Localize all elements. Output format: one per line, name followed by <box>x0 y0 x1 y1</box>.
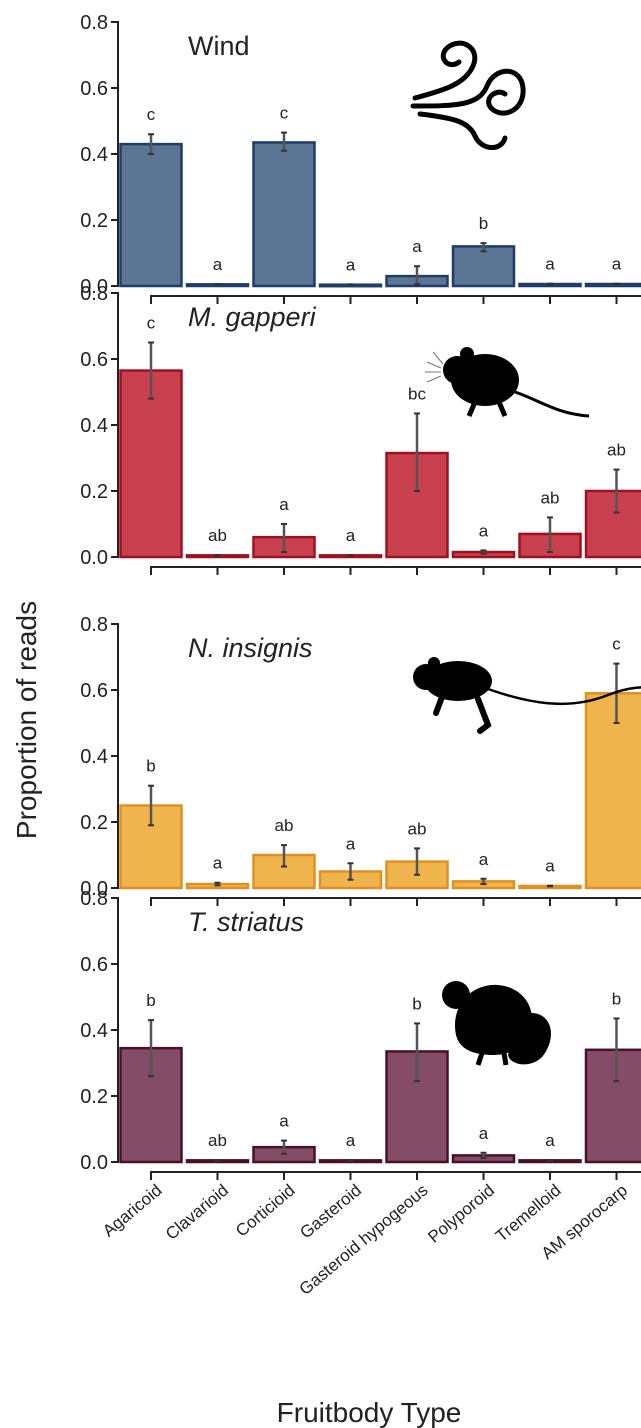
chart-panel: 0.0 0.2 0.4 0.6 0.8 c a c a a b a a Wind <box>80 12 641 304</box>
significance-letter: a <box>545 255 555 274</box>
y-axis-title: Proportion of reads <box>11 601 42 839</box>
y-tick-label: 0.6 <box>80 349 108 371</box>
significance-letter: a <box>545 1131 555 1150</box>
y-tick-label: 0.0 <box>80 276 108 298</box>
significance-letter: ab <box>208 1131 227 1150</box>
bar <box>252 141 316 288</box>
x-category-label: Agaricoid <box>99 1181 166 1241</box>
x-category-label: Corticioid <box>232 1181 298 1241</box>
significance-letter: a <box>479 1124 489 1143</box>
y-tick-label: 0.2 <box>80 481 108 503</box>
bar <box>119 142 183 288</box>
y-tick-label: 0.8 <box>80 283 108 305</box>
significance-letter: a <box>346 834 356 853</box>
y-tick-label: 0.6 <box>80 680 108 702</box>
significance-letter: a <box>479 521 489 540</box>
bar <box>584 489 641 559</box>
significance-letter: a <box>279 495 289 514</box>
significance-letter: ab <box>541 488 560 507</box>
bar <box>584 1048 641 1164</box>
x-axis-title: Fruitbody Type <box>277 1397 462 1428</box>
y-tick-label: 0.4 <box>80 1020 108 1042</box>
panel-title: M. gapperi <box>188 302 317 332</box>
significance-letter: a <box>213 854 223 873</box>
significance-letter: ab <box>208 526 227 545</box>
significance-letter: c <box>280 104 289 123</box>
significance-letter: b <box>612 989 621 1008</box>
y-tick-label: 0.2 <box>80 1086 108 1108</box>
y-tick-label: 0.4 <box>80 415 108 437</box>
y-tick-label: 0.2 <box>80 812 108 834</box>
panel-title: Wind <box>188 31 250 61</box>
significance-letter: b <box>146 991 155 1010</box>
significance-letter: ab <box>275 816 294 835</box>
y-tick-label: 0.0 <box>80 878 108 900</box>
significance-letter: a <box>213 255 223 274</box>
significance-letter: b <box>146 757 155 776</box>
x-category-label: Gasteroid hypogeous <box>296 1181 432 1299</box>
significance-letter: c <box>612 635 621 654</box>
significance-letter: a <box>346 1131 356 1150</box>
bar <box>119 369 183 559</box>
significance-letter: c <box>147 314 156 333</box>
panel-title: T. striatus <box>188 907 304 937</box>
chipmunk-icon <box>442 981 551 1066</box>
significance-letter: a <box>612 255 622 274</box>
bar <box>451 245 516 288</box>
significance-letter: ab <box>607 441 626 460</box>
y-tick-label: 0.2 <box>80 210 108 232</box>
y-tick-label: 0.4 <box>80 746 108 768</box>
significance-letter: a <box>545 857 555 876</box>
chart-panel: 0.0 0.2 0.4 0.6 0.8 b a ab a ab a a c N. insignis <box>80 614 641 906</box>
significance-letter: a <box>479 850 489 869</box>
jumping-mouse-icon <box>413 657 641 734</box>
y-tick-label: 0.8 <box>80 12 108 34</box>
significance-letter: a <box>346 255 356 274</box>
significance-letter: a <box>346 526 356 545</box>
x-category-label: Gasteroid <box>296 1181 365 1243</box>
significance-letter: b <box>412 994 421 1013</box>
significance-letter: a <box>412 237 422 256</box>
x-category-label: Polyporoid <box>424 1181 498 1247</box>
y-tick-label: 0.0 <box>80 547 108 569</box>
significance-letter: bc <box>408 384 426 403</box>
y-tick-label: 0.0 <box>80 1152 108 1174</box>
significance-letter: ab <box>408 819 427 838</box>
y-tick-label: 0.8 <box>80 888 108 910</box>
y-tick-label: 0.4 <box>80 144 108 166</box>
significance-letter: b <box>479 214 488 233</box>
wind-icon <box>410 40 526 150</box>
x-category-label: Clavarioid <box>162 1181 232 1244</box>
significance-letter: a <box>279 1112 289 1131</box>
vole-icon <box>425 347 590 418</box>
y-tick-label: 0.6 <box>80 954 108 976</box>
chart-panel: 0.0 0.2 0.4 0.6 0.8 c ab a a bc a ab ab M. gapperi <box>80 283 641 575</box>
significance-letter: c <box>147 105 156 124</box>
y-tick-label: 0.8 <box>80 614 108 636</box>
panel-title: N. insignis <box>188 633 313 663</box>
y-tick-label: 0.6 <box>80 78 108 100</box>
